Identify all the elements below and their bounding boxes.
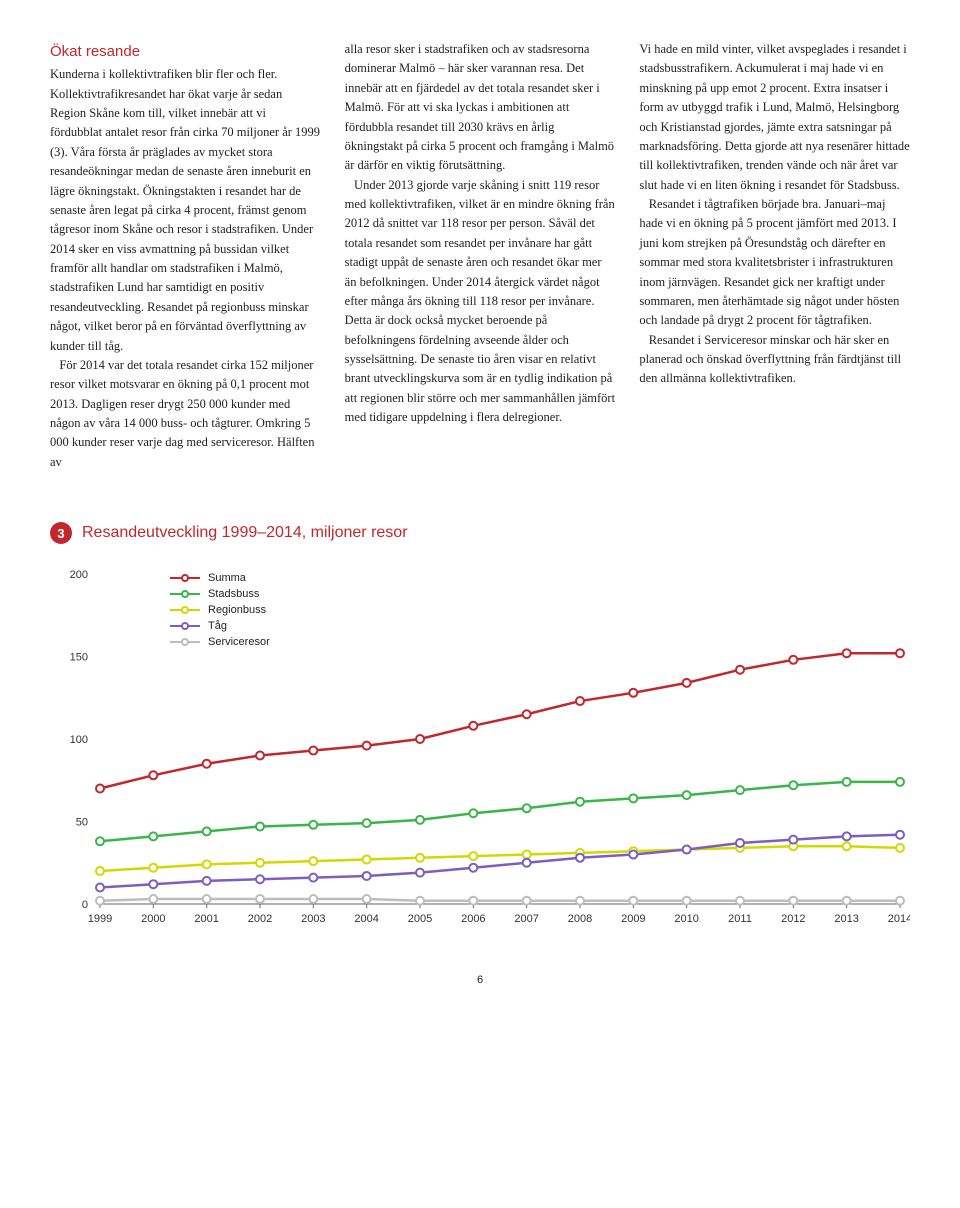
svg-text:2005: 2005 (408, 913, 432, 925)
svg-text:2003: 2003 (301, 913, 325, 925)
column-2-text: alla resor sker i stadstrafiken och av s… (345, 40, 616, 428)
legend-item: Serviceresor (170, 636, 270, 648)
legend-label: Regionbuss (208, 604, 266, 616)
chart-title: Resandeutveckling 1999–2014, miljoner re… (82, 524, 408, 542)
legend-label: Stadsbuss (208, 588, 259, 600)
svg-text:2009: 2009 (621, 913, 645, 925)
svg-text:2011: 2011 (728, 913, 752, 925)
svg-text:2010: 2010 (674, 913, 698, 925)
svg-text:2001: 2001 (194, 913, 218, 925)
column-3-text: Vi hade en mild vinter, vilket avspeglad… (639, 40, 910, 389)
chart-header: 3 Resandeutveckling 1999–2014, miljoner … (50, 522, 910, 544)
svg-text:2008: 2008 (568, 913, 592, 925)
legend-marker-icon (170, 574, 200, 582)
chart-wrap: 0 50 100 150 200 1999 2000 2001 2002 2003 2004 2005… (50, 564, 910, 944)
legend-marker-icon (170, 606, 200, 614)
svg-text:2013: 2013 (834, 913, 858, 925)
legend-item: Regionbuss (170, 604, 270, 616)
column-1: Ökat resande Kunderna i kollektivtrafike… (50, 40, 321, 472)
svg-text:1999: 1999 (88, 913, 112, 925)
svg-text:2014: 2014 (888, 913, 910, 925)
svg-text:200: 200 (70, 569, 88, 581)
column-2: alla resor sker i stadstrafiken och av s… (345, 40, 616, 472)
legend-marker-icon (170, 590, 200, 598)
chart-badge-icon: 3 (50, 522, 72, 544)
svg-text:2007: 2007 (514, 913, 538, 925)
legend-marker-icon (170, 638, 200, 646)
text-columns: Ökat resande Kunderna i kollektivtrafike… (50, 40, 910, 472)
svg-text:2002: 2002 (248, 913, 272, 925)
column-1-text: Kunderna i kollektivtrafiken blir fler o… (50, 65, 321, 472)
svg-text:50: 50 (76, 817, 88, 829)
legend-label: Tåg (208, 620, 227, 632)
svg-text:2006: 2006 (461, 913, 485, 925)
legend-label: Serviceresor (208, 636, 270, 648)
svg-text:150: 150 (70, 652, 88, 664)
svg-text:2004: 2004 (354, 913, 378, 925)
svg-text:0: 0 (82, 899, 88, 911)
chart-legend: Summa Stadsbuss Regionbuss Tåg Serviceresor (170, 572, 270, 652)
chart-section: 3 Resandeutveckling 1999–2014, miljoner … (50, 522, 910, 944)
legend-marker-icon (170, 622, 200, 630)
legend-item: Tåg (170, 620, 270, 632)
page-number: 6 (50, 974, 910, 986)
svg-text:2000: 2000 (141, 913, 165, 925)
section-heading: Ökat resande (50, 40, 321, 63)
legend-label: Summa (208, 572, 246, 584)
legend-item: Stadsbuss (170, 588, 270, 600)
svg-text:100: 100 (70, 734, 88, 746)
legend-item: Summa (170, 572, 270, 584)
svg-text:2012: 2012 (781, 913, 805, 925)
column-3: Vi hade en mild vinter, vilket avspeglad… (639, 40, 910, 472)
